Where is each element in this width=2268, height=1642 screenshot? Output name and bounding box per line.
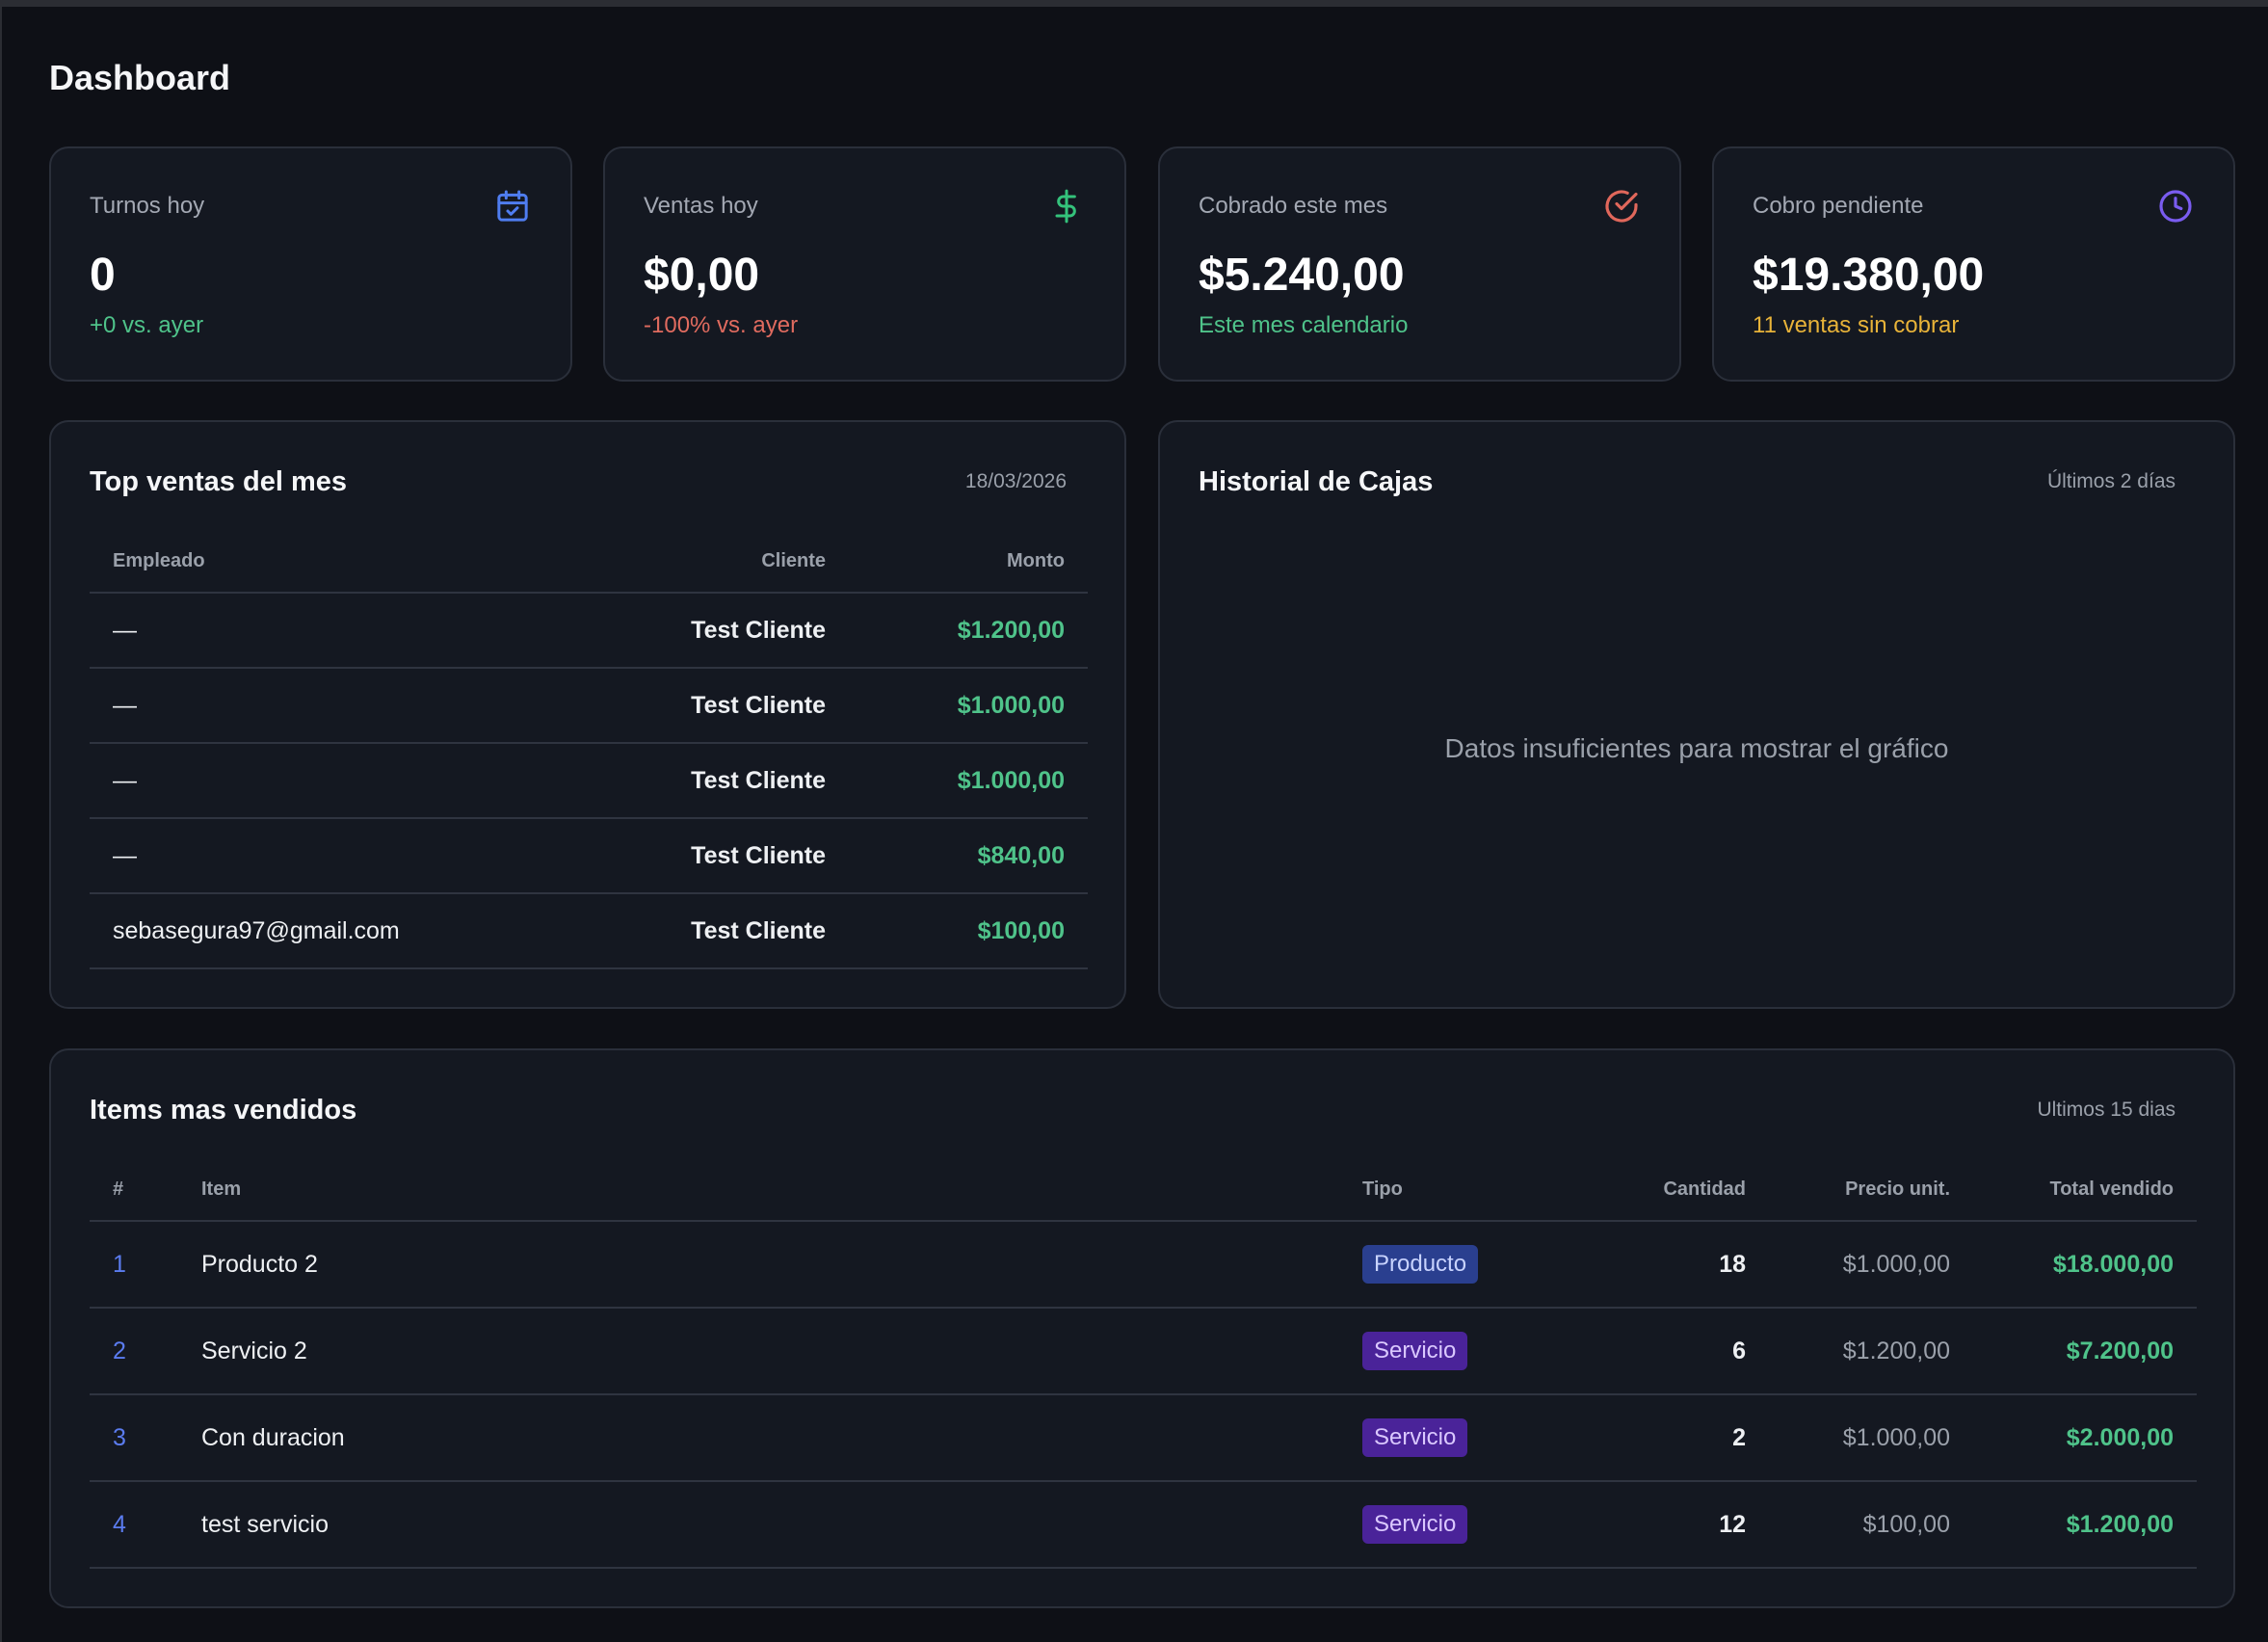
cell-precio: $1.200,00: [1769, 1308, 1973, 1395]
cell-tipo: Servicio: [1339, 1308, 1588, 1395]
cell-item: test servicio: [178, 1481, 1339, 1569]
col-precio: Precio unit.: [1769, 1158, 1973, 1222]
cell-tipo: Servicio: [1339, 1394, 1588, 1482]
page-title: Dashboard: [49, 58, 231, 97]
cell-empleado: —: [90, 593, 582, 669]
cell-item: Con duracion: [178, 1394, 1339, 1482]
cell-item: Servicio 2: [178, 1308, 1339, 1395]
top-ventas-table: Empleado Cliente Monto — Test Cliente $1…: [90, 530, 1088, 969]
stat-card-pendiente: Cobro pendiente $19.380,00 11 ventas sin…: [1712, 146, 2235, 382]
panel-range: Ultimos 15 dias: [2037, 1099, 2176, 1121]
cell-index: 4: [90, 1481, 178, 1569]
col-cliente: Cliente: [581, 530, 849, 594]
dollar-icon: [1055, 189, 1076, 224]
stat-label: Ventas hoy: [644, 193, 758, 219]
col-empleado: Empleado: [90, 530, 582, 594]
stat-comparison: Este mes calendario: [1199, 312, 1409, 338]
stat-value: $0,00: [644, 250, 760, 301]
cell-tipo: Producto: [1339, 1221, 1588, 1309]
col-item: Item: [178, 1158, 1339, 1222]
calendar-check-icon: [497, 190, 528, 222]
tipo-badge: Servicio: [1362, 1505, 1468, 1544]
table-row[interactable]: — Test Cliente $1.000,00: [90, 743, 1088, 819]
table-row[interactable]: — Test Cliente $1.200,00: [90, 593, 1088, 669]
cell-index: 1: [90, 1221, 178, 1309]
cell-cantidad: 18: [1588, 1221, 1769, 1309]
check-circle-icon: [1605, 190, 1638, 223]
stat-card-ventas: Ventas hoy $0,00 -100% vs. ayer: [603, 146, 1126, 382]
col-total: Total vendido: [1973, 1158, 2197, 1222]
cell-total: $1.200,00: [1973, 1481, 2197, 1569]
stat-value: $5.240,00: [1199, 250, 1405, 301]
col-cantidad: Cantidad: [1588, 1158, 1769, 1222]
cell-cantidad: 6: [1588, 1308, 1769, 1395]
items-table: # Item Tipo Cantidad Precio unit. Total …: [90, 1158, 2197, 1569]
table-row[interactable]: — Test Cliente $840,00: [90, 818, 1088, 894]
cell-precio: $1.000,00: [1769, 1221, 1973, 1309]
cell-total: $18.000,00: [1973, 1221, 2197, 1309]
stat-label: Cobro pendiente: [1753, 193, 1924, 219]
cell-index: 3: [90, 1394, 178, 1482]
table-header-row: # Item Tipo Cantidad Precio unit. Total …: [90, 1158, 2197, 1222]
stat-comparison: 11 ventas sin cobrar: [1753, 312, 1960, 338]
table-row[interactable]: 4 test servicio Servicio 12 $100,00 $1.2…: [90, 1481, 2197, 1569]
col-monto: Monto: [849, 530, 1088, 594]
stat-label: Turnos hoy: [90, 193, 205, 219]
stat-card-turnos: Turnos hoy 0 +0 vs. ayer: [49, 146, 572, 382]
cell-monto: $100,00: [849, 893, 1088, 969]
table-header-row: Empleado Cliente Monto: [90, 530, 1088, 594]
cell-index: 2: [90, 1308, 178, 1395]
panel-title: Historial de Cajas: [1199, 466, 1434, 497]
tipo-badge: Servicio: [1362, 1332, 1468, 1370]
cell-precio: $100,00: [1769, 1481, 1973, 1569]
top-ventas-panel: Top ventas del mes 18/03/2026 Empleado C…: [49, 420, 1126, 1009]
col-tipo: Tipo: [1339, 1158, 1588, 1222]
cell-empleado: —: [90, 743, 582, 819]
cell-cliente: Test Cliente: [581, 593, 849, 669]
cell-empleado: —: [90, 818, 582, 894]
cell-empleado: sebasegura97@gmail.com: [90, 893, 582, 969]
cell-monto: $1.000,00: [849, 668, 1088, 744]
cell-tipo: Servicio: [1339, 1481, 1588, 1569]
stat-comparison: +0 vs. ayer: [90, 312, 204, 338]
cell-total: $7.200,00: [1973, 1308, 2197, 1395]
stat-card-cobrado: Cobrado este mes $5.240,00 Este mes cale…: [1158, 146, 1681, 382]
tipo-badge: Servicio: [1362, 1418, 1468, 1457]
cell-monto: $1.200,00: [849, 593, 1088, 669]
panel-title: Top ventas del mes: [90, 466, 347, 497]
stat-value: $19.380,00: [1753, 250, 1985, 301]
window-top-border: [0, 0, 2268, 7]
window-left-border: [0, 0, 2, 1642]
cell-cantidad: 12: [1588, 1481, 1769, 1569]
table-row[interactable]: 3 Con duracion Servicio 2 $1.000,00 $2.0…: [90, 1394, 2197, 1482]
items-vendidos-panel: Items mas vendidos Ultimos 15 dias # Ite…: [49, 1048, 2235, 1608]
cell-item: Producto 2: [178, 1221, 1339, 1309]
cell-cliente: Test Cliente: [581, 893, 849, 969]
panel-range: Últimos 2 días: [2046, 470, 2176, 492]
cell-cliente: Test Cliente: [581, 743, 849, 819]
cell-cliente: Test Cliente: [581, 818, 849, 894]
table-row[interactable]: 1 Producto 2 Producto 18 $1.000,00 $18.0…: [90, 1221, 2197, 1309]
col-index: #: [90, 1158, 178, 1222]
cell-precio: $1.000,00: [1769, 1394, 1973, 1482]
empty-chart-message: Datos insuficientes para mostrar el gráf…: [1444, 733, 1949, 763]
cell-total: $2.000,00: [1973, 1394, 2197, 1482]
panel-title: Items mas vendidos: [90, 1095, 357, 1126]
cell-monto: $840,00: [849, 818, 1088, 894]
cell-cantidad: 2: [1588, 1394, 1769, 1482]
table-row[interactable]: 2 Servicio 2 Servicio 6 $1.200,00 $7.200…: [90, 1308, 2197, 1395]
stat-comparison: -100% vs. ayer: [644, 312, 799, 338]
table-row[interactable]: — Test Cliente $1.000,00: [90, 668, 1088, 744]
stat-label: Cobrado este mes: [1199, 193, 1388, 219]
cell-monto: $1.000,00: [849, 743, 1088, 819]
historial-cajas-panel: Historial de Cajas Últimos 2 días Datos …: [1158, 420, 2235, 1009]
stat-value: 0: [90, 250, 116, 301]
cell-cliente: Test Cliente: [581, 668, 849, 744]
table-row[interactable]: sebasegura97@gmail.com Test Cliente $100…: [90, 893, 1088, 969]
tipo-badge: Producto: [1362, 1245, 1479, 1284]
panel-date: 18/03/2026: [964, 470, 1067, 492]
cell-empleado: —: [90, 668, 582, 744]
clock-icon: [2159, 190, 2192, 223]
